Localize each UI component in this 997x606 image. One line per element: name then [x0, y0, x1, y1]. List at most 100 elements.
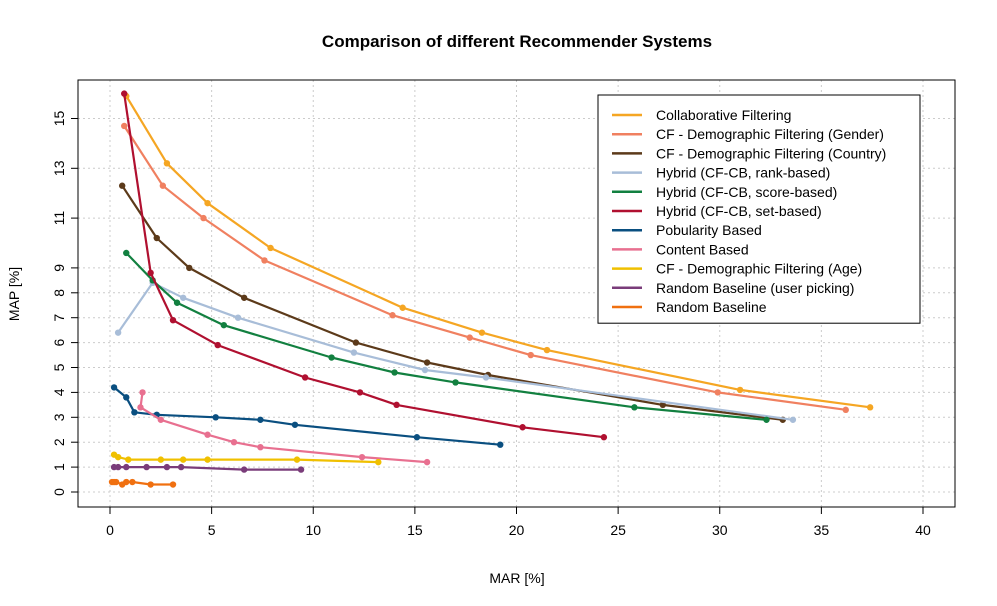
data-point	[157, 456, 165, 463]
y-tick-label: 13	[51, 160, 67, 176]
series-11	[108, 478, 177, 488]
data-point	[267, 244, 274, 252]
x-tick-label: 20	[509, 522, 525, 538]
series-layer	[108, 90, 874, 488]
data-point	[399, 304, 406, 311]
legend-label: CF - Demographic Filtering (Age)	[656, 261, 862, 277]
data-point	[350, 349, 358, 356]
y-tick-label: 15	[51, 111, 67, 127]
legend-label: Random Baseline	[656, 299, 767, 315]
legend-label: Random Baseline (user picking)	[656, 280, 854, 296]
series-6	[121, 90, 608, 441]
data-point	[423, 458, 431, 466]
data-point	[186, 264, 193, 272]
data-point	[257, 443, 264, 451]
data-point	[257, 416, 264, 423]
y-tick-label: 7	[51, 314, 67, 322]
data-point	[297, 466, 305, 473]
data-point	[478, 329, 486, 336]
x-tick-label: 5	[208, 522, 216, 538]
data-point	[131, 409, 138, 416]
data-point	[763, 416, 770, 423]
data-point	[482, 374, 490, 381]
data-point	[204, 431, 211, 438]
data-point	[147, 481, 154, 488]
series-9	[110, 451, 382, 466]
data-point	[139, 389, 146, 396]
data-point	[121, 122, 128, 130]
series-line	[139, 392, 428, 464]
data-point	[177, 463, 185, 471]
x-axis-label: MAR [%]	[489, 570, 544, 586]
data-point	[179, 456, 187, 463]
series-1	[123, 92, 874, 411]
legend-label: Collaborative Filtering	[656, 107, 791, 123]
data-point	[220, 321, 228, 329]
data-point	[112, 478, 120, 486]
data-point	[413, 434, 421, 441]
series-2	[121, 122, 849, 414]
data-point	[123, 478, 130, 486]
legend-box	[597, 94, 921, 324]
x-tick-label: 25	[610, 522, 626, 538]
y-axis-label: MAP [%]	[6, 267, 22, 321]
data-point	[114, 329, 122, 336]
legend-label: Hybrid (CF-CB, set-based)	[656, 203, 822, 219]
data-point	[291, 421, 299, 428]
data-point	[631, 404, 638, 411]
data-point	[356, 389, 364, 396]
data-point	[301, 374, 309, 381]
data-point	[421, 366, 429, 374]
data-point	[234, 314, 242, 321]
data-point	[230, 439, 238, 446]
data-point	[157, 416, 165, 423]
data-point	[261, 257, 268, 264]
data-point	[240, 294, 248, 301]
data-point	[497, 441, 504, 448]
data-point	[159, 182, 167, 189]
data-point	[129, 478, 136, 486]
data-point	[789, 416, 797, 423]
series-5	[123, 249, 770, 423]
data-point	[153, 234, 160, 242]
data-point	[169, 316, 177, 324]
data-point	[842, 406, 849, 414]
x-tick-label: 30	[712, 522, 728, 538]
data-point	[352, 339, 360, 346]
data-point	[118, 182, 126, 189]
data-point	[659, 401, 667, 409]
y-tick-label: 3	[51, 413, 67, 421]
data-point	[179, 294, 187, 301]
y-tick-label: 0	[51, 488, 67, 496]
data-point	[110, 384, 118, 391]
data-point	[114, 453, 122, 461]
data-point	[214, 341, 221, 349]
data-point	[375, 458, 382, 466]
legend: Collaborative Filtering CF - Demographic …	[597, 94, 921, 324]
data-point	[163, 160, 171, 167]
data-point	[123, 463, 130, 471]
series-10	[110, 463, 305, 473]
legend-label: CF - Demographic Filtering (Gender)	[656, 126, 884, 142]
data-point	[519, 424, 526, 431]
series-8	[137, 389, 431, 466]
data-point	[423, 359, 431, 366]
data-point	[389, 312, 396, 319]
data-point	[866, 404, 874, 411]
data-point	[204, 199, 211, 207]
data-point	[714, 389, 721, 396]
x-tick-label: 35	[814, 522, 830, 538]
y-tick-label: 11	[51, 211, 67, 226]
data-point	[600, 434, 608, 441]
data-point	[163, 463, 171, 471]
data-point	[169, 481, 177, 488]
x-tick-label: 40	[915, 522, 931, 538]
legend-label: Hybrid (CF-CB, rank-based)	[656, 165, 830, 181]
x-tick-label: 10	[305, 522, 321, 538]
legend-label: Pobularity Based	[656, 222, 762, 238]
data-point	[125, 456, 132, 463]
data-point	[391, 369, 398, 376]
data-point	[543, 346, 551, 354]
y-tick-label: 2	[51, 438, 67, 446]
data-point	[240, 466, 248, 473]
